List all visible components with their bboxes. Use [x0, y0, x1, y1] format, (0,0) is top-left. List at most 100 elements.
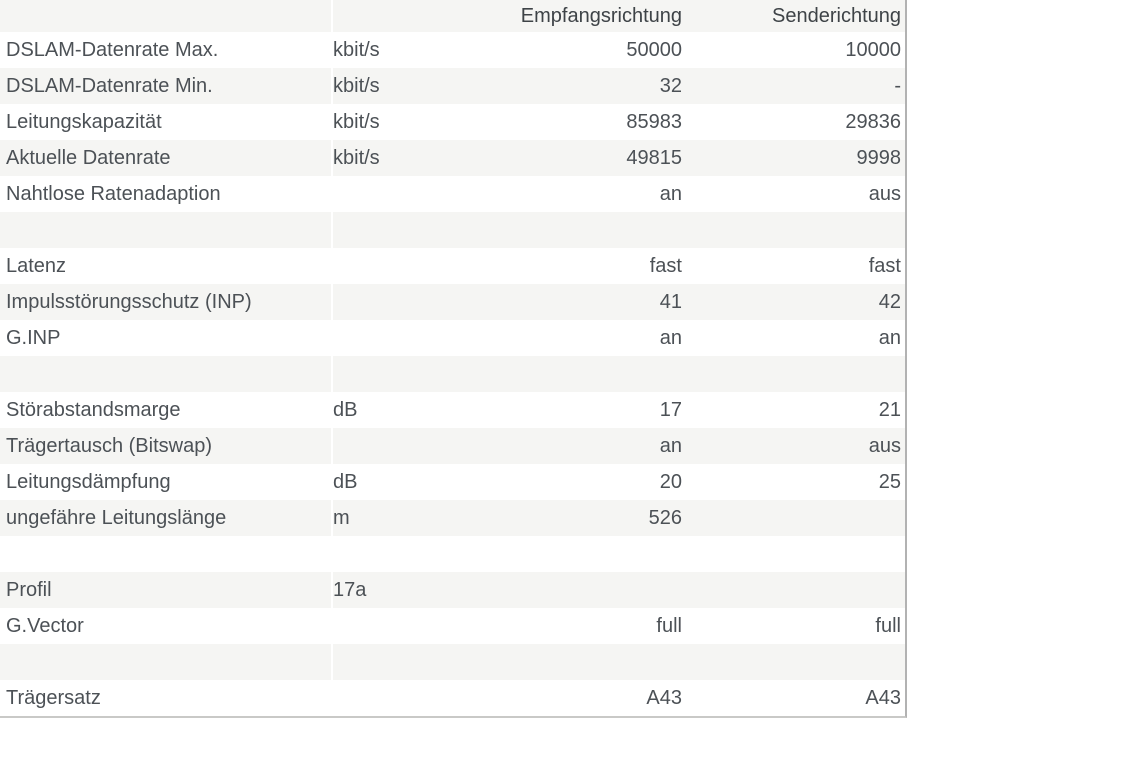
row-value-downstream: an — [659, 326, 682, 349]
row-label: Trägertausch (Bitswap) — [0, 428, 333, 464]
row-value-upstream: aus — [868, 182, 901, 205]
row-value-upstream: 25 — [878, 470, 901, 493]
row-value-upstream: 10000 — [845, 38, 901, 61]
row-value-upstream — [690, 572, 905, 608]
row-value-downstream: A43 — [646, 686, 682, 709]
table-header-row: Empfangsrichtung Senderichtung — [0, 0, 905, 32]
row-unit — [333, 320, 458, 356]
table-row: Impulsstörungsschutz (INP) 41 42 — [0, 284, 905, 320]
row-value-downstream: 32 — [659, 74, 682, 97]
row-label: Nahtlose Ratenadaption — [0, 176, 333, 212]
row-label — [0, 644, 333, 680]
dsl-info-table-container: Empfangsrichtung Senderichtung DSLAM-Dat… — [0, 0, 907, 718]
row-value-upstream: 21 — [878, 398, 901, 421]
row-value-downstream: fast — [649, 254, 682, 277]
table-body: DSLAM-Datenrate Max. kbit/s 50000 10000 DSLA… — [0, 32, 905, 716]
row-value-upstream: 42 — [878, 290, 901, 313]
header-downstream-cell: Empfangsrichtung — [520, 4, 682, 27]
row-unit — [333, 248, 458, 284]
row-value-downstream: full — [656, 614, 682, 637]
row-value-downstream — [458, 644, 690, 680]
row-label: Störabstandsmarge — [0, 392, 333, 428]
row-unit — [333, 536, 458, 572]
row-value-upstream: aus — [868, 434, 901, 457]
header-label-cell — [0, 0, 333, 32]
table-row: DSLAM-Datenrate Max. kbit/s 50000 10000 — [0, 32, 905, 68]
row-label: ungefähre Leitungslänge — [0, 500, 333, 536]
row-label: G.Vector — [0, 608, 333, 644]
row-unit — [333, 680, 458, 716]
row-unit: kbit/s — [333, 146, 380, 169]
row-value-upstream: full — [875, 614, 901, 637]
row-value-downstream: 49815 — [626, 146, 682, 169]
row-value-downstream: 41 — [659, 290, 682, 313]
row-unit — [333, 284, 458, 320]
row-value-downstream — [458, 212, 690, 248]
row-value-downstream: 50000 — [626, 38, 682, 61]
row-unit: 17a — [333, 578, 367, 601]
row-unit: dB — [333, 470, 358, 493]
table-row: Latenz fast fast — [0, 248, 905, 284]
row-label: DSLAM-Datenrate Max. — [0, 32, 333, 68]
row-value-upstream: an — [878, 326, 901, 349]
spacer-row — [0, 536, 905, 572]
row-value-downstream — [458, 356, 690, 392]
row-value-upstream: fast — [868, 254, 901, 277]
row-value-downstream: 17 — [659, 398, 682, 421]
row-unit — [333, 608, 458, 644]
row-value-upstream: - — [894, 74, 901, 97]
row-value-downstream — [458, 536, 690, 572]
row-unit — [333, 176, 458, 212]
row-unit: dB — [333, 398, 358, 421]
row-unit: m — [333, 506, 350, 529]
row-value-upstream: 29836 — [845, 110, 901, 133]
row-value-upstream: A43 — [865, 686, 901, 709]
row-unit — [333, 356, 458, 392]
row-value-upstream — [690, 644, 905, 680]
table-row: G.INP an an — [0, 320, 905, 356]
table-row: Störabstandsmarge dB 17 21 — [0, 392, 905, 428]
row-unit: kbit/s — [333, 38, 380, 61]
row-value-downstream: 526 — [648, 506, 682, 529]
row-label: DSLAM-Datenrate Min. — [0, 68, 333, 104]
row-value-upstream — [690, 536, 905, 572]
row-value-downstream — [458, 572, 690, 608]
row-unit — [333, 644, 458, 680]
row-value-upstream — [690, 212, 905, 248]
table-row: Trägersatz A43 A43 — [0, 680, 905, 716]
table-row: Aktuelle Datenrate kbit/s 49815 9998 — [0, 140, 905, 176]
table-row: G.Vector full full — [0, 608, 905, 644]
spacer-row — [0, 356, 905, 392]
row-label: G.INP — [0, 320, 333, 356]
table-row: Trägertausch (Bitswap) an aus — [0, 428, 905, 464]
row-label: Profil — [0, 572, 333, 608]
row-value-upstream — [690, 500, 905, 536]
row-value-downstream: an — [659, 182, 682, 205]
table-row: Profil 17a — [0, 572, 905, 608]
table-row: DSLAM-Datenrate Min. kbit/s 32 - — [0, 68, 905, 104]
header-upstream-cell: Senderichtung — [772, 4, 901, 27]
row-label: Aktuelle Datenrate — [0, 140, 333, 176]
table-row: Leitungsdämpfung dB 20 25 — [0, 464, 905, 500]
header-unit-cell — [333, 0, 458, 32]
table-row: ungefähre Leitungslänge m 526 — [0, 500, 905, 536]
row-unit — [333, 428, 458, 464]
row-label: Leitungskapazität — [0, 104, 333, 140]
row-label: Trägersatz — [0, 680, 333, 716]
row-value-upstream: 9998 — [856, 146, 902, 169]
row-unit — [333, 212, 458, 248]
table-row: Leitungskapazität kbit/s 85983 29836 — [0, 104, 905, 140]
row-label: Leitungsdämpfung — [0, 464, 333, 500]
row-unit: kbit/s — [333, 74, 380, 97]
row-unit: kbit/s — [333, 110, 380, 133]
row-value-downstream: 20 — [659, 470, 682, 493]
row-label: Impulsstörungsschutz (INP) — [0, 284, 333, 320]
row-value-upstream — [690, 356, 905, 392]
spacer-row — [0, 644, 905, 680]
row-value-downstream: an — [659, 434, 682, 457]
row-label — [0, 212, 333, 248]
row-label — [0, 356, 333, 392]
row-label — [0, 536, 333, 572]
row-label: Latenz — [0, 248, 333, 284]
